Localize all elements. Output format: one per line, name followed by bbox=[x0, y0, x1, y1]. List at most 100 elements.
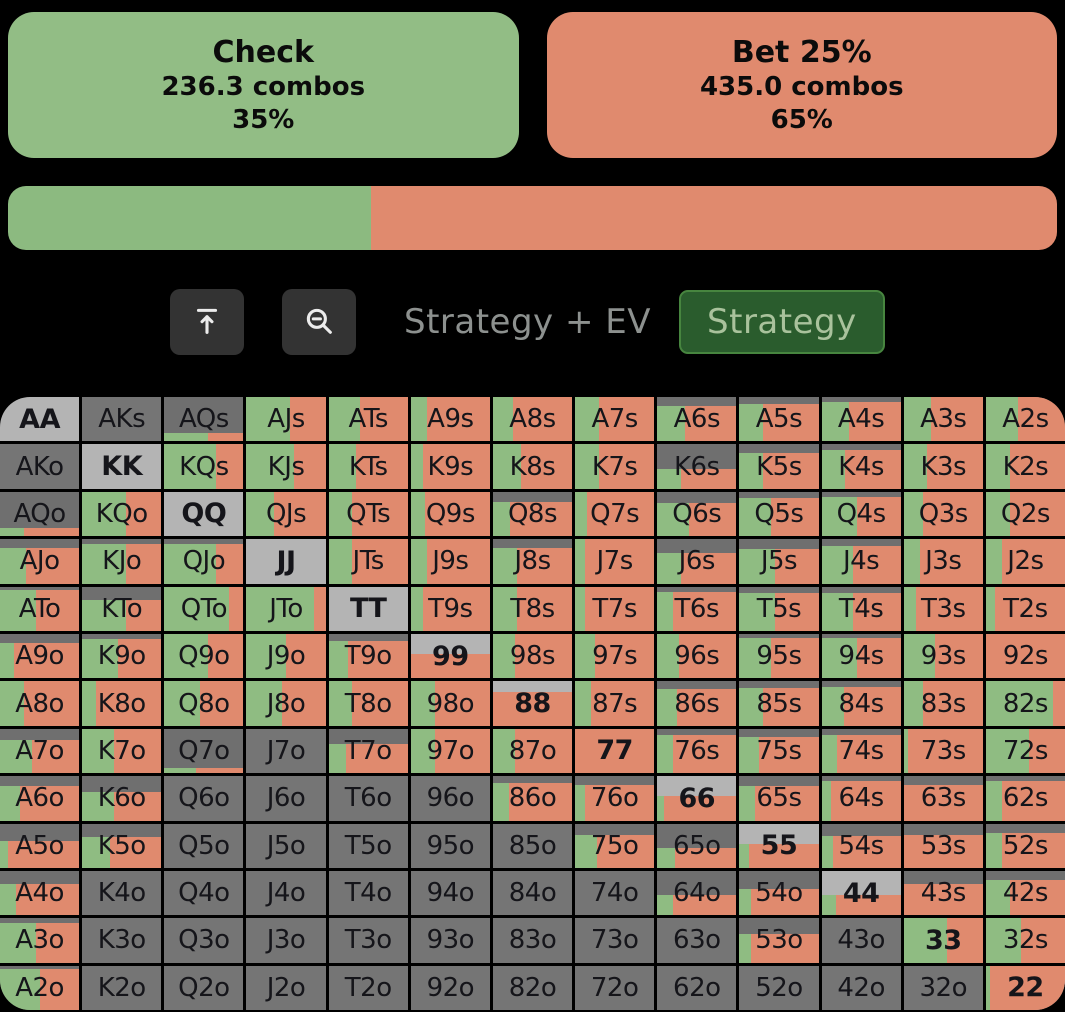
hand-cell-J5s[interactable]: J5s bbox=[739, 539, 819, 584]
hand-cell-75o[interactable]: 75o bbox=[575, 823, 655, 868]
hand-cell-QTo[interactable]: QTo bbox=[164, 586, 244, 631]
hand-cell-74s[interactable]: 74s bbox=[821, 728, 901, 774]
hand-cell-A3o[interactable]: A3o bbox=[0, 918, 80, 963]
hand-cell-22[interactable]: 22 bbox=[985, 965, 1065, 1011]
hand-cell-54s[interactable]: 54s bbox=[821, 823, 901, 868]
zoom-out-button[interactable] bbox=[282, 289, 356, 355]
hand-cell-54o[interactable]: 54o bbox=[739, 870, 819, 916]
hand-cell-KQo[interactable]: KQo bbox=[82, 491, 162, 537]
hand-cell-K5s[interactable]: K5s bbox=[739, 444, 819, 489]
hand-cell-85s[interactable]: 85s bbox=[739, 681, 819, 726]
hand-cell-A9o[interactable]: A9o bbox=[0, 633, 80, 679]
hand-cell-Q9s[interactable]: Q9s bbox=[410, 491, 490, 537]
hand-cell-K4s[interactable]: K4s bbox=[821, 444, 901, 489]
hand-cell-76s[interactable]: 76s bbox=[657, 728, 737, 774]
hand-cell-Q4s[interactable]: Q4s bbox=[821, 491, 901, 537]
hand-cell-73o[interactable]: 73o bbox=[575, 918, 655, 963]
hand-cell-63s[interactable]: 63s bbox=[903, 776, 983, 821]
hand-cell-53o[interactable]: 53o bbox=[739, 918, 819, 963]
hand-cell-95o[interactable]: 95o bbox=[410, 823, 490, 868]
hand-cell-K9o[interactable]: K9o bbox=[82, 633, 162, 679]
hand-cell-95s[interactable]: 95s bbox=[739, 633, 819, 679]
hand-cell-65s[interactable]: 65s bbox=[739, 776, 819, 821]
hand-cell-AKs[interactable]: AKs bbox=[82, 397, 162, 442]
hand-cell-T6s[interactable]: T6s bbox=[657, 586, 737, 631]
hand-cell-Q5o[interactable]: Q5o bbox=[164, 823, 244, 868]
hand-cell-Q9o[interactable]: Q9o bbox=[164, 633, 244, 679]
hand-cell-K7s[interactable]: K7s bbox=[575, 444, 655, 489]
hand-cell-74o[interactable]: 74o bbox=[575, 870, 655, 916]
hand-cell-72s[interactable]: 72s bbox=[985, 728, 1065, 774]
hand-cell-KK[interactable]: KK bbox=[82, 444, 162, 489]
hand-cell-KJs[interactable]: KJs bbox=[246, 444, 326, 489]
hand-cell-ATs[interactable]: ATs bbox=[328, 397, 408, 442]
hand-cell-J3o[interactable]: J3o bbox=[246, 918, 326, 963]
hand-cell-86s[interactable]: 86s bbox=[657, 681, 737, 726]
hand-cell-KJo[interactable]: KJo bbox=[82, 539, 162, 584]
hand-cell-J5o[interactable]: J5o bbox=[246, 823, 326, 868]
hand-cell-T2o[interactable]: T2o bbox=[328, 965, 408, 1011]
hand-cell-T8o[interactable]: T8o bbox=[328, 681, 408, 726]
hand-cell-87o[interactable]: 87o bbox=[492, 728, 573, 774]
hand-cell-K2o[interactable]: K2o bbox=[82, 965, 162, 1011]
hand-cell-KTs[interactable]: KTs bbox=[328, 444, 408, 489]
hand-cell-A8s[interactable]: A8s bbox=[492, 397, 573, 442]
hand-cell-Q7o[interactable]: Q7o bbox=[164, 728, 244, 774]
hand-cell-TT[interactable]: TT bbox=[328, 586, 408, 631]
hand-cell-A7o[interactable]: A7o bbox=[0, 728, 80, 774]
hand-cell-K6s[interactable]: K6s bbox=[657, 444, 737, 489]
hand-cell-K3o[interactable]: K3o bbox=[82, 918, 162, 963]
hand-cell-K8s[interactable]: K8s bbox=[492, 444, 573, 489]
hand-cell-55[interactable]: 55 bbox=[739, 823, 819, 868]
hand-cell-QTs[interactable]: QTs bbox=[328, 491, 408, 537]
hand-cell-K9s[interactable]: K9s bbox=[410, 444, 490, 489]
hand-cell-A9s[interactable]: A9s bbox=[410, 397, 490, 442]
hand-cell-K4o[interactable]: K4o bbox=[82, 870, 162, 916]
hand-cell-93s[interactable]: 93s bbox=[903, 633, 983, 679]
hand-cell-42s[interactable]: 42s bbox=[985, 870, 1065, 916]
hand-cell-94s[interactable]: 94s bbox=[821, 633, 901, 679]
hand-cell-82o[interactable]: 82o bbox=[492, 965, 573, 1011]
hand-cell-Q6o[interactable]: Q6o bbox=[164, 776, 244, 821]
hand-cell-88[interactable]: 88 bbox=[492, 681, 573, 726]
hand-cell-Q6s[interactable]: Q6s bbox=[657, 491, 737, 537]
hand-cell-A2s[interactable]: A2s bbox=[985, 397, 1065, 442]
hand-cell-32s[interactable]: 32s bbox=[985, 918, 1065, 963]
hand-cell-33[interactable]: 33 bbox=[903, 918, 983, 963]
hand-cell-T7s[interactable]: T7s bbox=[575, 586, 655, 631]
hand-cell-Q8o[interactable]: Q8o bbox=[164, 681, 244, 726]
hand-cell-96s[interactable]: 96s bbox=[657, 633, 737, 679]
mode-button-strategy[interactable]: Strategy bbox=[679, 290, 885, 354]
hand-cell-J7o[interactable]: J7o bbox=[246, 728, 326, 774]
hand-cell-T8s[interactable]: T8s bbox=[492, 586, 573, 631]
hand-cell-T3o[interactable]: T3o bbox=[328, 918, 408, 963]
hand-cell-73s[interactable]: 73s bbox=[903, 728, 983, 774]
hand-cell-77[interactable]: 77 bbox=[575, 728, 655, 774]
hand-cell-K6o[interactable]: K6o bbox=[82, 776, 162, 821]
hand-cell-T5s[interactable]: T5s bbox=[739, 586, 819, 631]
hand-cell-92s[interactable]: 92s bbox=[985, 633, 1065, 679]
hand-cell-J4s[interactable]: J4s bbox=[821, 539, 901, 584]
hand-cell-T9s[interactable]: T9s bbox=[410, 586, 490, 631]
hand-cell-QQ[interactable]: QQ bbox=[164, 491, 244, 537]
hand-cell-87s[interactable]: 87s bbox=[575, 681, 655, 726]
hand-cell-86o[interactable]: 86o bbox=[492, 776, 573, 821]
hand-cell-T6o[interactable]: T6o bbox=[328, 776, 408, 821]
hand-cell-QJo[interactable]: QJo bbox=[164, 539, 244, 584]
hand-cell-JTs[interactable]: JTs bbox=[328, 539, 408, 584]
hand-cell-J3s[interactable]: J3s bbox=[903, 539, 983, 584]
hand-cell-64o[interactable]: 64o bbox=[657, 870, 737, 916]
hand-cell-Q3o[interactable]: Q3o bbox=[164, 918, 244, 963]
hand-cell-32o[interactable]: 32o bbox=[903, 965, 983, 1011]
hand-cell-T3s[interactable]: T3s bbox=[903, 586, 983, 631]
hand-cell-96o[interactable]: 96o bbox=[410, 776, 490, 821]
hand-cell-J6o[interactable]: J6o bbox=[246, 776, 326, 821]
hand-cell-84s[interactable]: 84s bbox=[821, 681, 901, 726]
hand-cell-K8o[interactable]: K8o bbox=[82, 681, 162, 726]
hand-cell-AKo[interactable]: AKo bbox=[0, 444, 80, 489]
hand-cell-A4s[interactable]: A4s bbox=[821, 397, 901, 442]
hand-cell-62o[interactable]: 62o bbox=[657, 965, 737, 1011]
hand-cell-A5o[interactable]: A5o bbox=[0, 823, 80, 868]
hand-cell-JTo[interactable]: JTo bbox=[246, 586, 326, 631]
hand-cell-J2o[interactable]: J2o bbox=[246, 965, 326, 1011]
